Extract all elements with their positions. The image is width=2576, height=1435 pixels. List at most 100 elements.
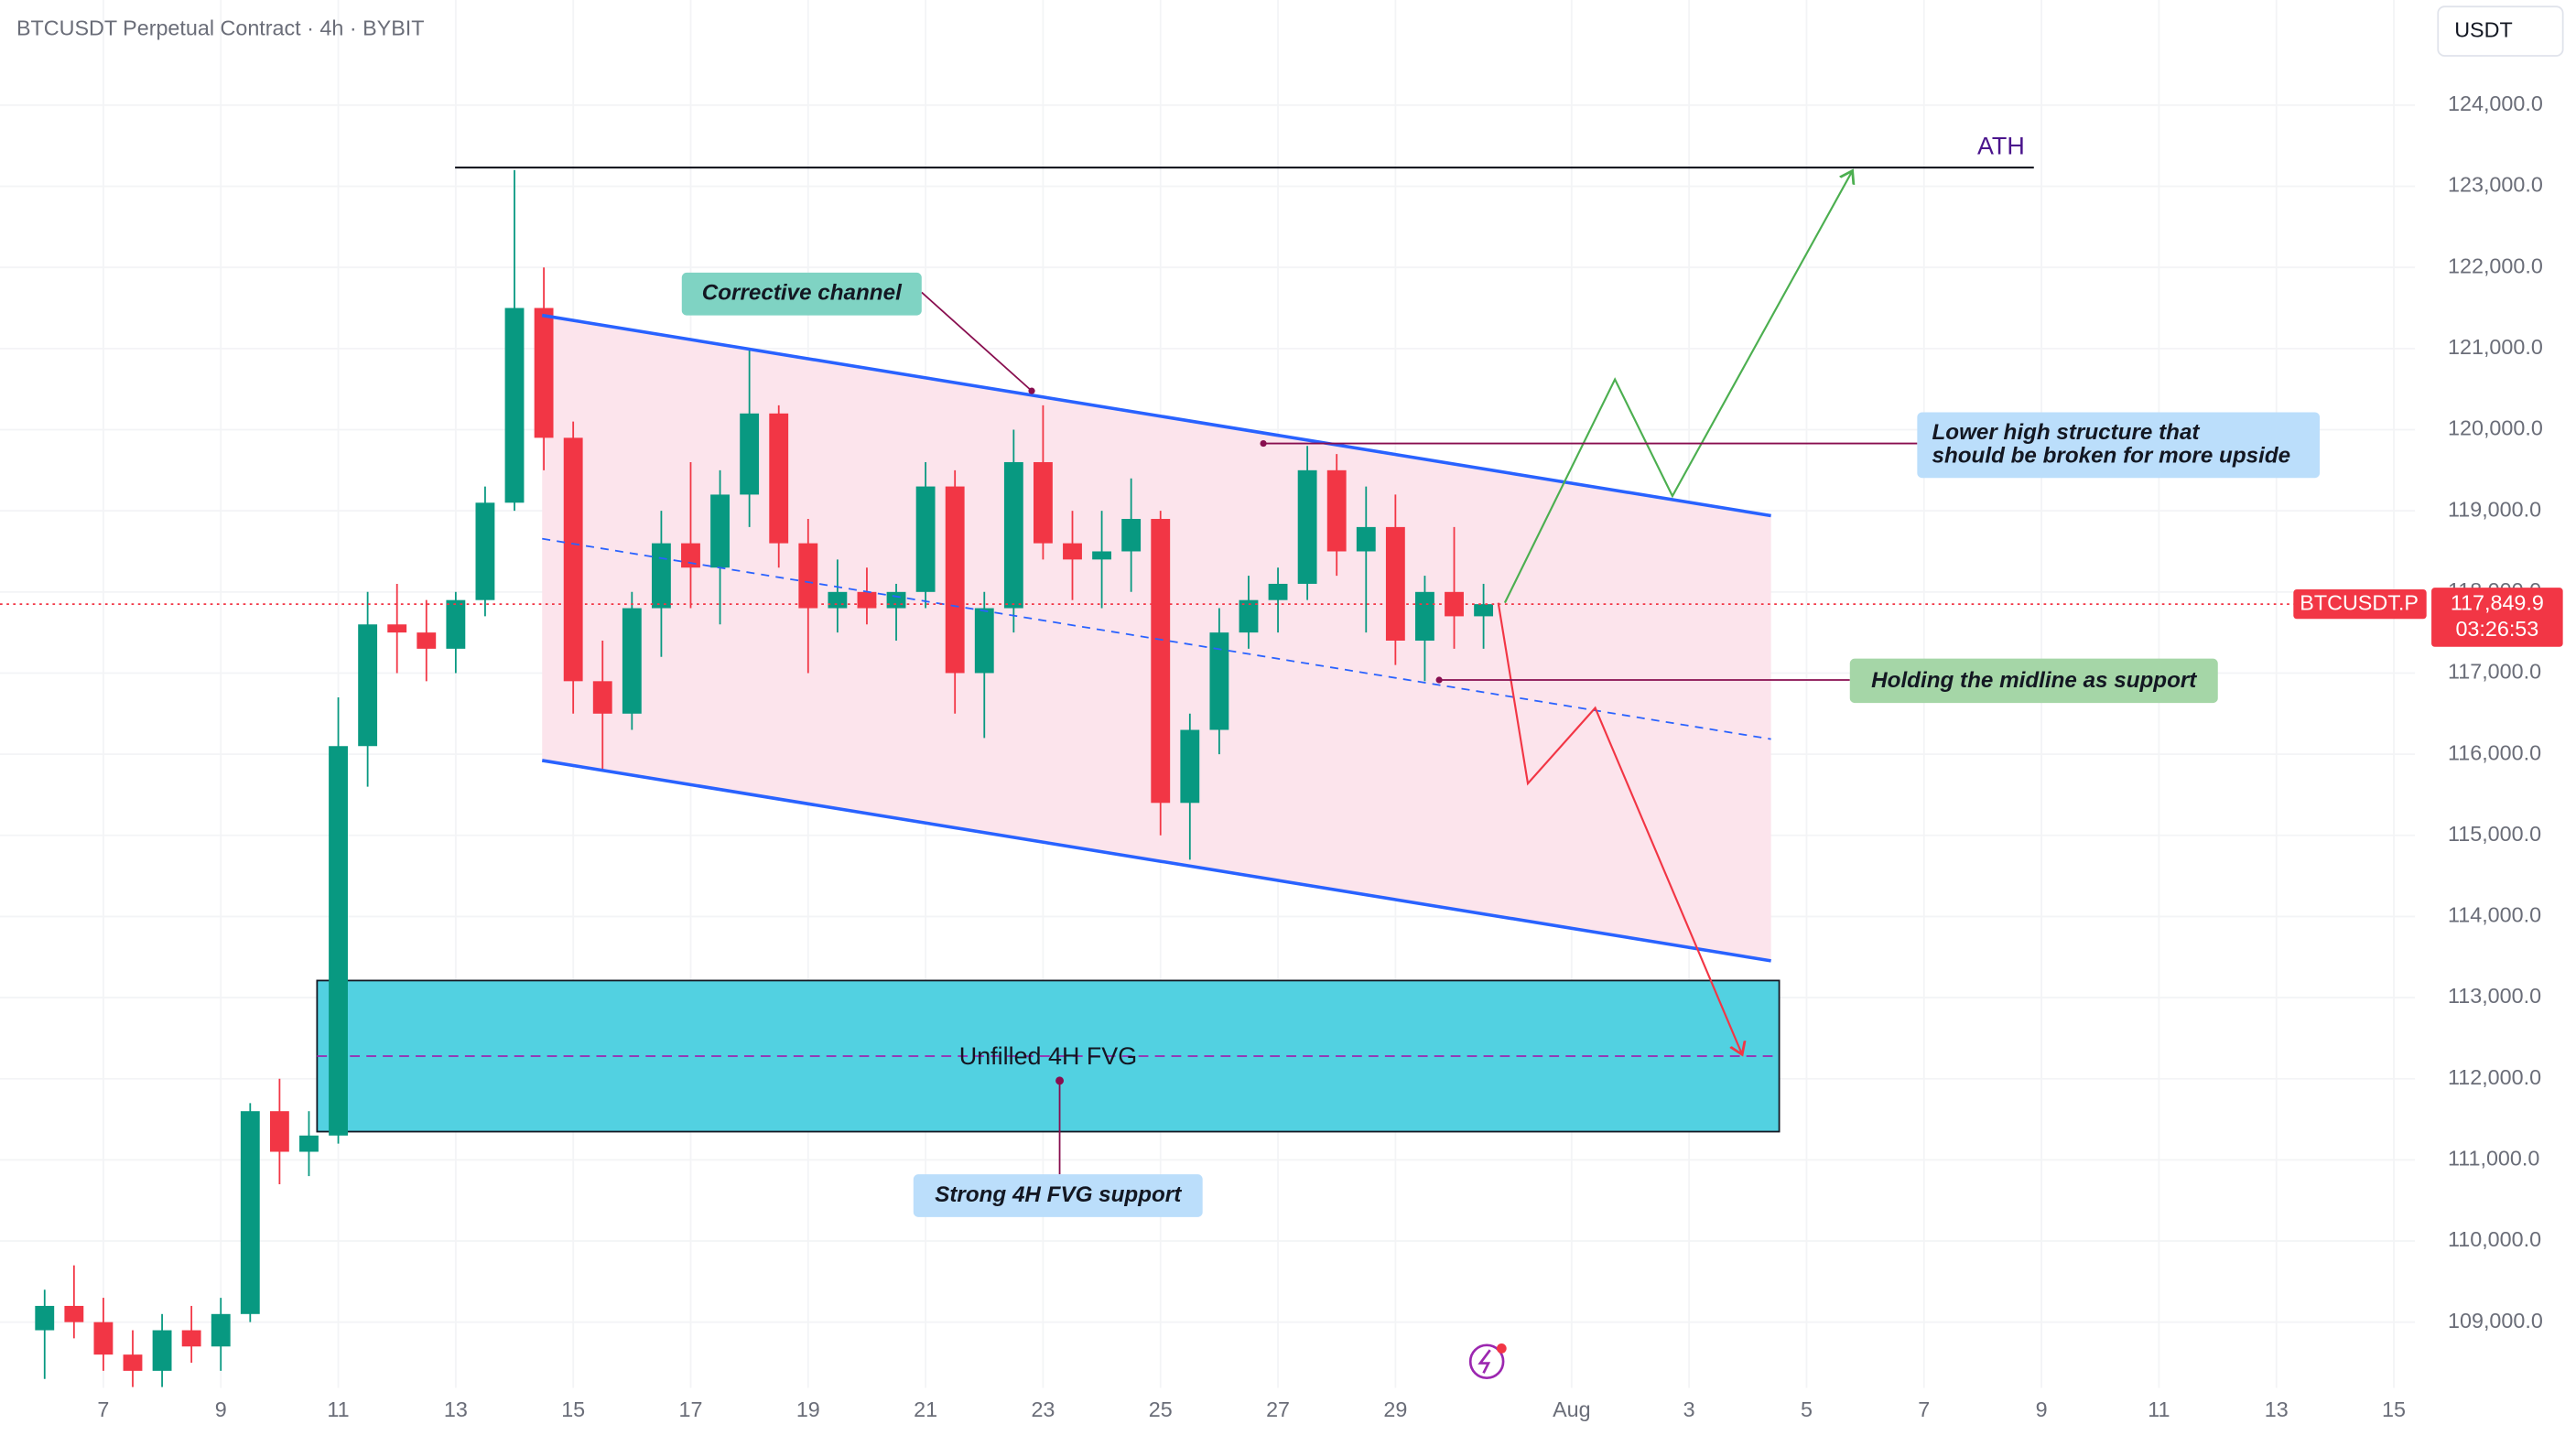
candle-body: [974, 608, 994, 674]
candle-body: [1151, 519, 1171, 804]
candle-body: [211, 1313, 231, 1347]
candle-body: [475, 502, 495, 600]
chart-title: BTCUSDT Perpetual Contract · 4h · BYBIT: [16, 16, 425, 39]
y-tick-label: 120,000.0: [2448, 416, 2543, 440]
candle-body: [769, 413, 789, 544]
channel-bottom: [541, 759, 1771, 963]
x-tick-label: 7: [1918, 1397, 1930, 1421]
x-tick-label: 11: [327, 1397, 349, 1421]
x-tick-label: 21: [914, 1397, 937, 1421]
candle-body: [240, 1111, 260, 1314]
candle-body: [1239, 599, 1259, 633]
candle-body: [1474, 604, 1494, 617]
note-text: Corrective channel: [702, 281, 903, 306]
candle-body: [710, 494, 730, 568]
candle-body: [35, 1305, 55, 1331]
candle-body: [1297, 469, 1317, 584]
candle-body: [1326, 469, 1347, 552]
y-tick-label: 110,000.0: [2448, 1227, 2541, 1251]
candle-body: [563, 437, 583, 682]
x-tick-label: 15: [561, 1397, 585, 1421]
bull-path: [1503, 172, 1852, 604]
candle-body: [269, 1111, 289, 1152]
candle-body: [329, 746, 348, 1136]
y-tick-label: 114,000.0: [2448, 903, 2541, 927]
y-tick-label: 115,000.0: [2448, 822, 2541, 846]
candle-body: [64, 1305, 84, 1322]
symbol-tag-text: BTCUSDT.P: [2300, 590, 2419, 614]
currency-label: USDT: [2454, 17, 2513, 41]
candle-body: [152, 1330, 172, 1371]
x-tick-label: 5: [1801, 1397, 1813, 1421]
x-tick-label: Aug: [1553, 1397, 1591, 1421]
candle-body: [1092, 551, 1112, 560]
symbol-tag: [2293, 588, 2427, 620]
candle-body: [1385, 526, 1405, 642]
y-tick-label: 111,000.0: [2448, 1147, 2539, 1171]
x-tick-label: 13: [444, 1397, 468, 1421]
x-tick-label: 15: [2382, 1397, 2406, 1421]
x-tick-label: 9: [215, 1397, 227, 1421]
candle-body: [299, 1135, 319, 1152]
candle-body: [798, 543, 818, 609]
candle-body: [446, 599, 466, 649]
channel-midline: [542, 537, 1771, 740]
note-text: should be broken for more upside: [1932, 443, 2291, 468]
candle-body: [886, 591, 906, 609]
candle-body: [681, 543, 700, 568]
note-box: [681, 272, 922, 316]
anchor: [1028, 387, 1035, 394]
ath-label: ATH: [1977, 133, 2025, 160]
candle-body: [592, 681, 612, 714]
candle-body: [740, 413, 760, 495]
candle-body: [1268, 583, 1288, 600]
candle-body: [534, 308, 554, 438]
connector: [921, 291, 1033, 392]
note-box: [913, 1174, 1203, 1217]
x-tick-label: 29: [1383, 1397, 1407, 1421]
candle-body: [945, 486, 965, 674]
currency-button[interactable]: [2437, 5, 2564, 57]
logo: [1468, 1343, 1507, 1380]
note-box: [1849, 658, 2218, 704]
candle-body: [417, 632, 437, 649]
y-tick-label: 113,000.0: [2448, 984, 2541, 1008]
candle-body: [123, 1354, 143, 1371]
y-tick-label: 124,000.0: [2448, 92, 2543, 115]
bear-path: [1497, 602, 1742, 1053]
candle-body: [1033, 461, 1053, 544]
candle-body: [1121, 519, 1142, 552]
candle-body: [1063, 543, 1082, 560]
countdown-text: 03:26:53: [2455, 617, 2538, 641]
y-tick-label: 119,000.0: [2448, 497, 2541, 521]
anchor: [1435, 676, 1443, 684]
candle-body: [1356, 526, 1376, 552]
y-tick-label: 109,000.0: [2448, 1309, 2543, 1332]
price-tag-text: 117,849.9: [2451, 590, 2544, 614]
candle-body: [915, 486, 936, 592]
note-text: Holding the midline as support: [1871, 668, 2197, 693]
y-tick-label: 123,000.0: [2448, 173, 2543, 197]
note-text: Strong 4H FVG support: [935, 1182, 1182, 1207]
anchor: [1260, 439, 1267, 448]
note-box: [1917, 412, 2321, 479]
x-tick-label: 13: [2265, 1397, 2289, 1421]
note-text: Lower high structure that: [1932, 420, 2201, 445]
x-tick-label: 7: [97, 1397, 109, 1421]
candle-body: [181, 1330, 201, 1347]
candle-body: [387, 624, 407, 633]
x-tick-label: 23: [1031, 1397, 1055, 1421]
y-tick-label: 122,000.0: [2448, 254, 2543, 277]
price-tag: [2431, 588, 2563, 647]
x-tick-label: 19: [796, 1397, 820, 1421]
x-tick-label: 3: [1683, 1397, 1695, 1421]
candle-body: [93, 1322, 114, 1355]
candle-body: [1180, 729, 1200, 804]
x-tick-label: 9: [2036, 1397, 2048, 1421]
candle-body: [622, 608, 642, 714]
anchor: [1055, 1076, 1065, 1085]
channel-top: [541, 313, 1771, 518]
fvg-label: Unfilled 4H FVG: [959, 1042, 1137, 1070]
